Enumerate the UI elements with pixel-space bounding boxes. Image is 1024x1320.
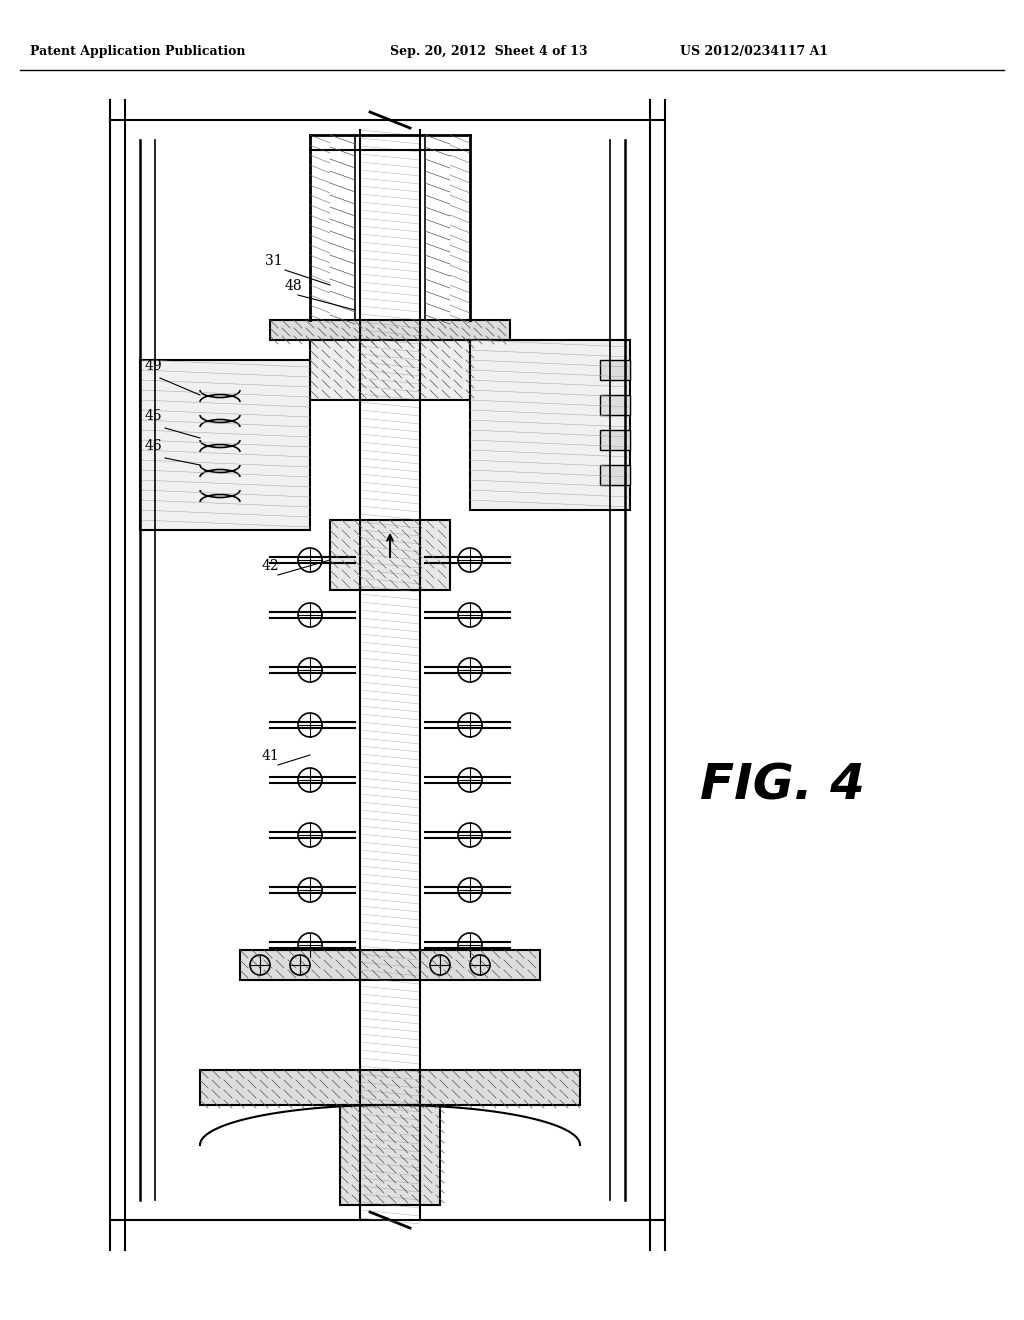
Bar [240, 950, 540, 979]
Text: 45: 45 [145, 409, 163, 422]
Bar [200, 1071, 580, 1105]
Bar [600, 465, 630, 484]
Text: 48: 48 [285, 279, 303, 293]
Bar [330, 520, 450, 590]
Text: 31: 31 [265, 253, 283, 268]
Text: US 2012/0234117 A1: US 2012/0234117 A1 [680, 45, 828, 58]
Bar [140, 360, 310, 531]
Text: Patent Application Publication: Patent Application Publication [30, 45, 246, 58]
Bar [470, 341, 630, 510]
Bar [600, 360, 630, 380]
Text: 49: 49 [145, 359, 163, 374]
Bar [600, 395, 630, 414]
Text: 41: 41 [262, 748, 280, 763]
Text: 46: 46 [145, 440, 163, 453]
Bar [270, 319, 510, 341]
Text: 42: 42 [262, 558, 280, 573]
Text: Sep. 20, 2012  Sheet 4 of 13: Sep. 20, 2012 Sheet 4 of 13 [390, 45, 588, 58]
Text: FIG. 4: FIG. 4 [700, 762, 865, 810]
Bar [340, 1105, 440, 1205]
Bar [310, 341, 470, 400]
Bar [600, 430, 630, 450]
